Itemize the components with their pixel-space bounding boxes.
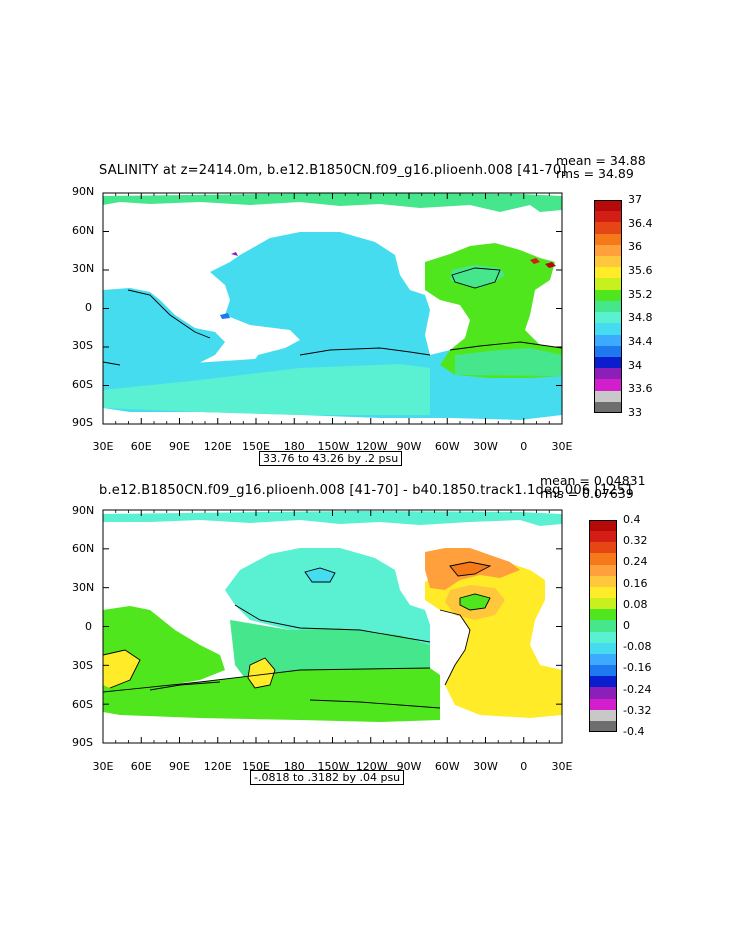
colorbar-label: 0.24 (623, 555, 648, 569)
colorbar-label: -0.24 (623, 682, 652, 696)
lon-label: 0 (520, 760, 528, 773)
lat-label: 90N (72, 185, 95, 198)
lat-label: 0 (85, 301, 92, 314)
lon-label: 60E (130, 760, 152, 773)
salinity-map-panel: SALINITY at z=2414.0m, b.e12.B1850CN.f09… (0, 150, 733, 475)
lon-label: 120E (203, 760, 232, 773)
lon-label: 30E (551, 440, 573, 453)
lon-label: 30E (551, 760, 573, 773)
lon-label: 90W (396, 440, 422, 453)
lat-label: 60S (72, 698, 93, 711)
colorbar-frame (594, 200, 622, 413)
lon-label: 180 (283, 760, 305, 773)
contour-lines (102, 561, 492, 709)
colorbar-label: -0.32 (623, 703, 652, 717)
lon-label: 90W (396, 760, 422, 773)
mean-label: mean = 0.04831 (540, 473, 646, 488)
mean-label: mean = 34.88 (556, 153, 646, 168)
lon-label: 120E (203, 440, 232, 453)
colorbar-label: 37 (628, 193, 642, 206)
colorbar-label: 33 (628, 406, 642, 419)
lon-label: 60E (130, 440, 152, 453)
contour-range-label: 33.76 to 43.26 by .2 psu (259, 451, 403, 466)
map-canvas (102, 192, 563, 425)
colorbar-label: 33.6 (628, 382, 653, 396)
map-title: SALINITY at z=2414.0m, b.e12.B1850CN.f09… (99, 163, 567, 178)
lat-label: 30N (72, 581, 95, 594)
lat-label: 90S (72, 736, 93, 749)
lat-label: 90S (72, 416, 93, 429)
map-title: b.e12.B1850CN.f09_g16.plioenh.008 [41-70… (99, 483, 634, 498)
lon-label: 90E (169, 440, 190, 453)
lat-label: 60N (72, 542, 95, 555)
colorbar-label: -0.16 (623, 661, 652, 675)
contour-range-label: -.0818 to .3182 by .04 psu (250, 770, 405, 785)
lat-label: 30S (72, 659, 93, 672)
lat-label: 30N (72, 262, 95, 275)
colorbar-frame (589, 520, 617, 732)
colorbar-label: -0.08 (623, 640, 652, 654)
lon-label: 30W (473, 440, 498, 453)
lon-label: 150W (317, 760, 350, 773)
lat-label: 60N (72, 224, 95, 237)
colorbar-label: -0.4 (623, 725, 645, 738)
lon-label: 150E (242, 440, 270, 453)
lon-label: 90E (169, 760, 190, 773)
lat-label: 60S (72, 378, 93, 391)
colorbar-label: 35.2 (628, 287, 653, 301)
lon-label: 180 (283, 440, 305, 453)
colorbar-label: 0.16 (623, 576, 648, 590)
lat-label: 30S (72, 339, 93, 352)
lon-label: 120W (355, 440, 388, 453)
salinity-difference-field (103, 511, 562, 722)
colorbar-label: 0.4 (623, 513, 641, 526)
lon-label: 150W (317, 440, 350, 453)
lat-label: 90N (72, 504, 95, 517)
colorbar-label: 34 (628, 358, 642, 372)
colorbar-label: 0.08 (623, 597, 648, 611)
colorbar-label: 35.6 (628, 264, 653, 277)
axis-ticks (102, 192, 563, 425)
lon-label: 150E (242, 760, 270, 773)
lon-label: 60W (434, 440, 460, 453)
lon-label: 120W (355, 760, 388, 773)
lat-label: 0 (85, 620, 92, 633)
colorbar-label: 34.4 (628, 335, 653, 348)
rms-label: rms = 34.89 (556, 166, 634, 181)
colorbar-label: 0.32 (623, 534, 648, 548)
contour-lines (102, 267, 563, 366)
lon-label: 60W (434, 760, 460, 773)
salinity-difference-map-panel: b.e12.B1850CN.f09_g16.plioenh.008 [41-70… (0, 470, 733, 790)
axis-ticks (102, 509, 563, 744)
colorbar-label: 0 (623, 619, 630, 632)
map-canvas (102, 509, 563, 744)
lon-label: 30E (92, 440, 114, 453)
colorbar-label: 36.4 (628, 216, 653, 230)
colorbar-label: 34.8 (628, 311, 653, 325)
colorbar-label: 36 (628, 240, 642, 254)
lon-label: 0 (520, 440, 528, 453)
salinity-field (103, 193, 562, 420)
lon-label: 30W (473, 760, 498, 773)
lon-label: 30E (92, 760, 114, 773)
rms-label: rms = 0.07639 (540, 486, 634, 501)
